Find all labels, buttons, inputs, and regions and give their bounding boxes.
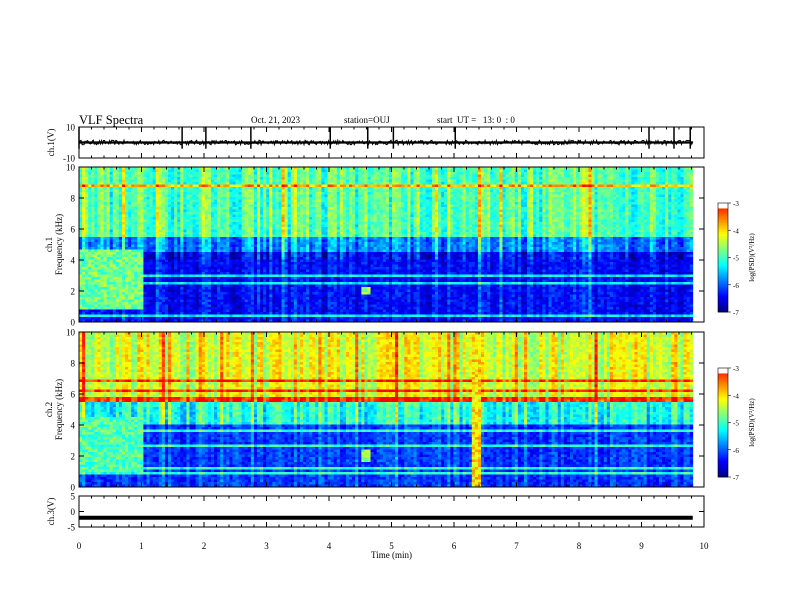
ytick-label-p2-4: 8 (71, 359, 76, 369)
xtick-label-6: 6 (452, 541, 457, 551)
spectrogram-ch1 (79, 167, 694, 323)
ylabel-frequency-p1: Frequency (kHz) (54, 214, 64, 275)
xaxis-label: Time (min) (371, 550, 412, 560)
ytick-label-p2-0: 0 (71, 483, 76, 493)
ytick-label-p1-1: 2 (71, 287, 76, 297)
colorbar-tick-ch1-0: -3 (733, 200, 739, 208)
ytick-label-p2-3: 6 (71, 390, 76, 400)
colorbar-tick-ch1-2: -5 (733, 255, 739, 263)
ylabel-channel-p2: ch.2 (44, 402, 54, 417)
chart-title: VLF Spectra (79, 113, 143, 128)
colorbar-ch1: -3 -4 -5 -6 -7 log(PSD)(V²/Hz) (717, 200, 756, 317)
xtick-label-0: 0 (77, 541, 82, 551)
ylabel-frequency-p2: Frequency (kHz) (54, 379, 64, 440)
xtick-label-10: 10 (700, 541, 710, 551)
ytick-label-p1-3: 6 (71, 225, 76, 235)
colorbar-tick-ch2-2: -5 (733, 420, 739, 428)
colorbar-tick-ch2-0: -3 (733, 365, 739, 373)
ch1-waveform-line (78, 138, 694, 147)
xtick-label-3: 3 (264, 541, 269, 551)
ytick-label-p2-2: 4 (71, 421, 76, 431)
colorbar-label-ch2: log(PSD)(V²/Hz) (748, 398, 756, 447)
ytick-label-p1-4: 8 (71, 194, 76, 204)
xtick-label-8: 8 (577, 541, 582, 551)
xtick-label-5: 5 (389, 541, 394, 551)
ytick-label-p1-2: 4 (71, 256, 76, 266)
spectrogram-ch2 (79, 332, 694, 488)
colorbar-tick-ch2-3: -6 (733, 447, 739, 455)
xtick-label-9: 9 (639, 541, 644, 551)
xtick-label-1: 1 (139, 541, 144, 551)
ytick-label-p1-5: 10 (66, 163, 76, 173)
colorbar-tick-ch1-1: -4 (733, 227, 739, 235)
colorbar-label-ch1: log(PSD)(V²/Hz) (748, 233, 756, 282)
date-label: Oct. 21, 2023 (251, 115, 300, 125)
ytick-label-p3-2: -5 (68, 523, 76, 533)
ytick-label-p0-0: 10 (66, 123, 76, 133)
colorbar-tick-ch1-3: -6 (733, 282, 739, 290)
ytick-label-p3-0: 5 (71, 492, 76, 502)
ylabel-p3: ch.3(V) (46, 498, 56, 526)
ytick-label-p1-0: 0 (71, 318, 76, 328)
station-label: station=OUJ (344, 115, 390, 125)
xtick-label-7: 7 (514, 541, 519, 551)
ytick-label-p3-1: 0 (71, 507, 76, 517)
colorbar-tick-ch2-4: -7 (733, 474, 739, 482)
start-time-label: start UT = 13: 0 : 0 (437, 115, 515, 125)
ytick-label-p2-5: 10 (66, 328, 76, 338)
colorbar-tick-ch2-1: -4 (733, 392, 739, 400)
xtick-label-2: 2 (202, 541, 207, 551)
xtick-label-4: 4 (327, 541, 332, 551)
ylabel-p0: ch.1(V) (46, 129, 56, 157)
ytick-label-p0-1: -10 (63, 154, 75, 164)
ylabel-channel-p1: ch.1 (44, 237, 54, 252)
colorbar-tick-ch1-4: -7 (733, 309, 739, 317)
colorbar-ch2: -3 -4 -5 -6 -7 log(PSD)(V²/Hz) (717, 365, 756, 482)
ytick-label-p2-1: 2 (71, 452, 76, 462)
